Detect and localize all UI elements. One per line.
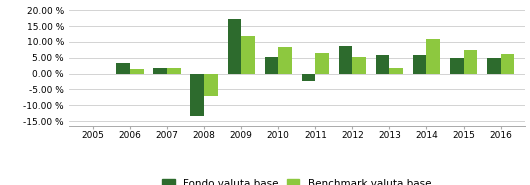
Bar (390, 68, 403, 74)
Bar (241, 36, 255, 74)
Bar (302, 74, 315, 82)
Bar (204, 74, 218, 96)
Bar (153, 68, 167, 74)
Bar (315, 53, 329, 74)
Bar (190, 74, 204, 116)
Bar (227, 19, 241, 74)
Bar (450, 58, 464, 74)
Bar (376, 55, 390, 74)
Bar (278, 47, 292, 74)
Bar (487, 58, 501, 74)
Bar (352, 57, 366, 74)
Bar (116, 63, 130, 74)
Bar (167, 68, 181, 74)
Bar (501, 54, 514, 74)
Bar (339, 46, 352, 74)
Bar (264, 58, 278, 74)
Bar (464, 50, 478, 74)
Legend: Fondo valuta base, Benchmark valuta base: Fondo valuta base, Benchmark valuta base (161, 178, 432, 185)
Bar (427, 39, 440, 74)
Bar (130, 69, 144, 74)
Bar (413, 55, 427, 74)
